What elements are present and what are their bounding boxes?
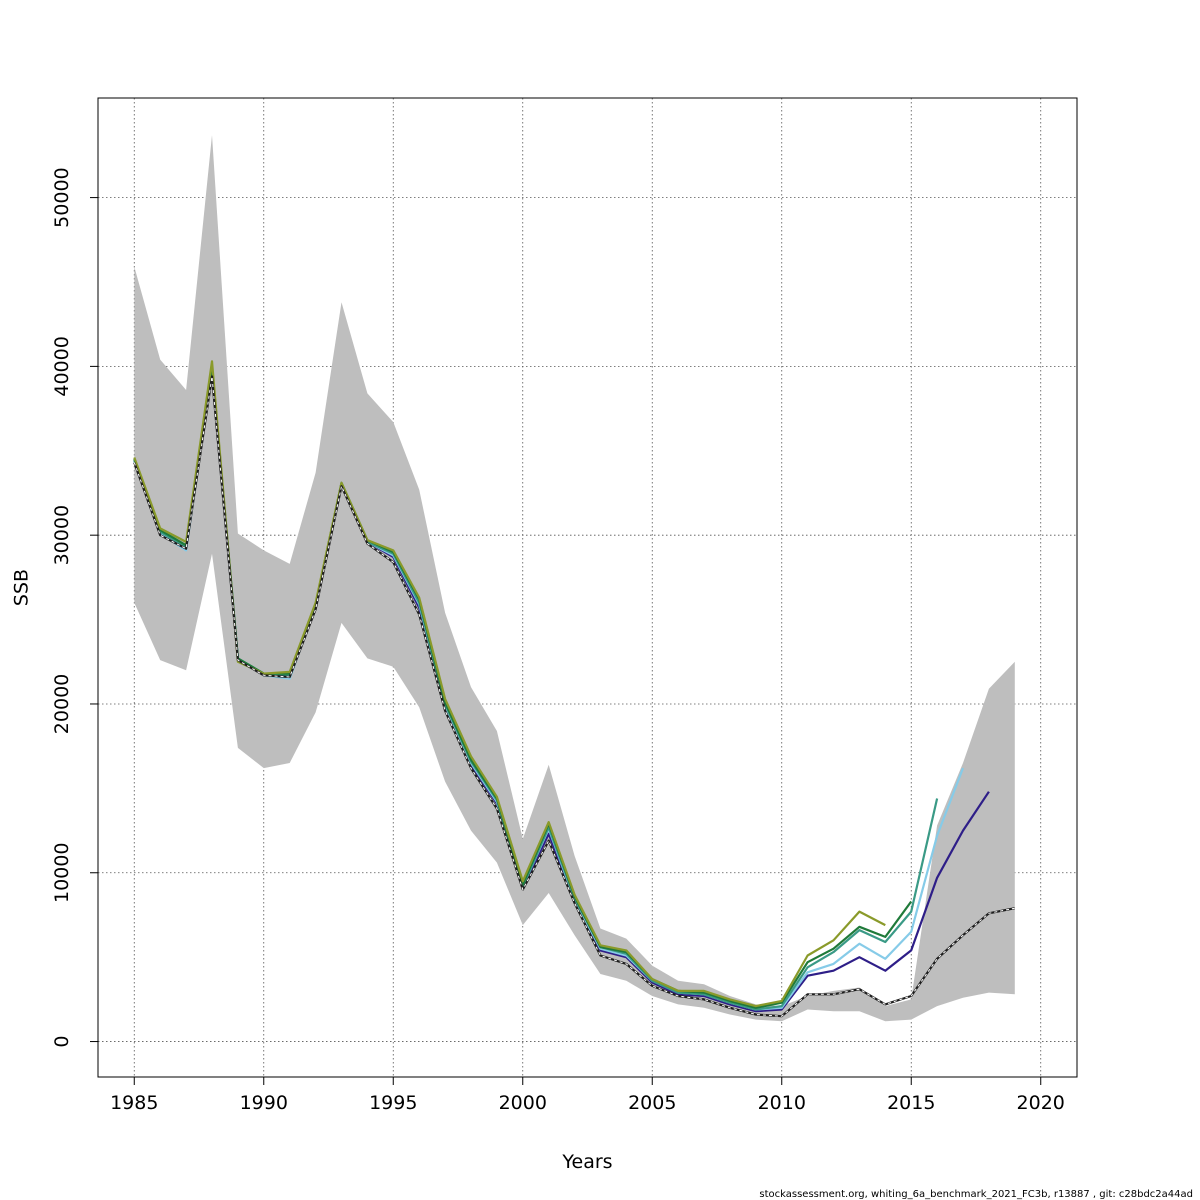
confidence-band (134, 135, 1015, 1022)
series-line-dash (133, 376, 1015, 1017)
y-tick-label: 20000 (51, 674, 73, 734)
y-tick-label: 50000 (51, 167, 73, 227)
y-axis-title: SSB (11, 569, 33, 606)
x-tick-label: 2010 (758, 1092, 806, 1114)
y-tick-label: 10000 (51, 843, 73, 903)
axes: 1985 1990 1995 2000 2005 2010 2015 2020 0 10000 20… (51, 167, 1065, 1114)
y-tick-label: 30000 (51, 505, 73, 565)
x-axis-title: Years (561, 1151, 612, 1173)
footnote: stockassessment.org, whiting_6a_benchmar… (759, 1189, 1193, 1200)
x-tick-label: 1985 (110, 1092, 158, 1114)
x-tick-label: 2020 (1017, 1092, 1065, 1114)
x-tick-label: 2000 (499, 1092, 547, 1114)
confidence-band-layer (134, 135, 1015, 1022)
x-tick-label: 1995 (369, 1092, 417, 1114)
x-tick-label: 2005 (628, 1092, 676, 1114)
y-tick-label: 0 (51, 1036, 73, 1048)
x-tick-label: 2015 (887, 1092, 935, 1114)
series-lines-layer (133, 360, 1016, 1018)
y-tick-label: 40000 (51, 336, 73, 396)
x-tick-label: 1990 (240, 1092, 288, 1114)
